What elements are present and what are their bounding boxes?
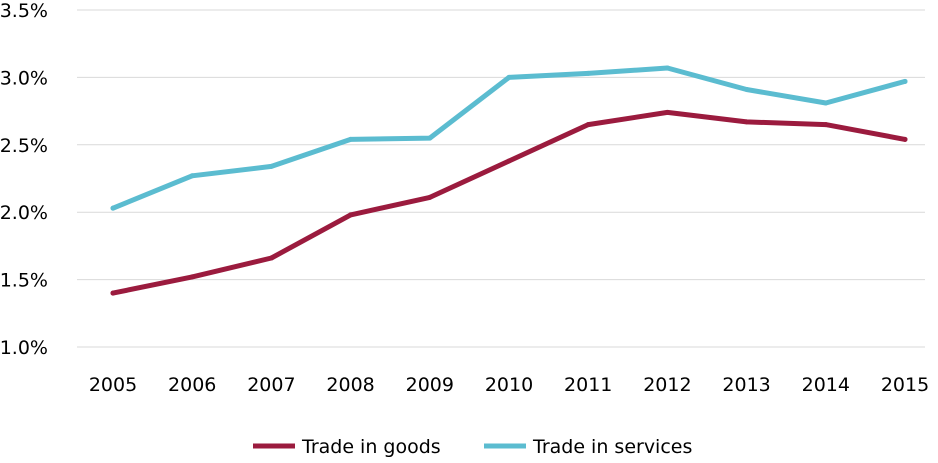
data-point-0-8 [744, 119, 750, 125]
data-point-1-0 [110, 205, 116, 211]
data-point-1-10 [902, 78, 908, 84]
y-tick-label-4: 3.0% [0, 67, 48, 89]
series-line-0 [110, 109, 908, 296]
data-point-1-7 [664, 65, 670, 71]
series-0 [110, 109, 908, 296]
x-tick-label-7: 2012 [643, 374, 691, 396]
data-point-1-5 [506, 74, 512, 80]
x-tick-label-1: 2006 [168, 374, 216, 396]
data-point-0-9 [823, 122, 829, 128]
x-tick-label-6: 2011 [564, 374, 612, 396]
series-line-1 [110, 65, 908, 211]
legend-item-1: Trade in services [484, 436, 692, 458]
data-point-1-9 [823, 100, 829, 106]
data-point-1-4 [427, 135, 433, 141]
y-tick-label-2: 2.0% [0, 202, 48, 224]
y-tick-label-0: 1.0% [0, 337, 48, 359]
data-point-0-5 [506, 158, 512, 164]
x-tick-label-10: 2015 [881, 374, 929, 396]
x-tick-label-5: 2010 [485, 374, 533, 396]
data-point-0-7 [664, 109, 670, 115]
y-tick-label-5: 3.5% [0, 0, 48, 22]
legend-label-1: Trade in services [532, 436, 692, 458]
series-1 [110, 65, 908, 211]
data-point-0-4 [427, 194, 433, 200]
data-point-1-1 [189, 173, 195, 179]
x-tick-label-2: 2007 [247, 374, 295, 396]
data-point-1-6 [585, 70, 591, 76]
series-lines [110, 65, 908, 296]
legend-label-0: Trade in goods [301, 436, 441, 458]
data-point-1-2 [268, 163, 274, 169]
data-point-0-0 [110, 290, 116, 296]
x-tick-label-0: 2005 [89, 374, 137, 396]
data-point-0-10 [902, 136, 908, 142]
x-axis-tick-labels: 2005 2006 2007 2008 2009 2010 2011 2012 2013 2014… [89, 374, 929, 396]
x-tick-label-4: 2009 [406, 374, 454, 396]
x-tick-label-3: 2008 [326, 374, 374, 396]
data-point-0-1 [189, 274, 195, 280]
data-point-0-2 [268, 255, 274, 261]
data-point-1-8 [744, 87, 750, 93]
data-point-1-3 [348, 136, 354, 142]
x-tick-label-8: 2013 [722, 374, 770, 396]
gridlines [77, 9, 925, 348]
data-point-0-6 [585, 122, 591, 128]
data-point-0-3 [348, 212, 354, 218]
x-tick-label-9: 2014 [802, 374, 850, 396]
y-axis-tick-labels: 1.0% 1.5% 2.0% 2.5% 3.0% 3.5% [0, 0, 48, 359]
y-tick-label-1: 1.5% [0, 270, 48, 292]
y-tick-label-3: 2.5% [0, 135, 48, 157]
legend: Trade in goods Trade in services [253, 436, 692, 458]
legend-item-0: Trade in goods [253, 436, 441, 458]
